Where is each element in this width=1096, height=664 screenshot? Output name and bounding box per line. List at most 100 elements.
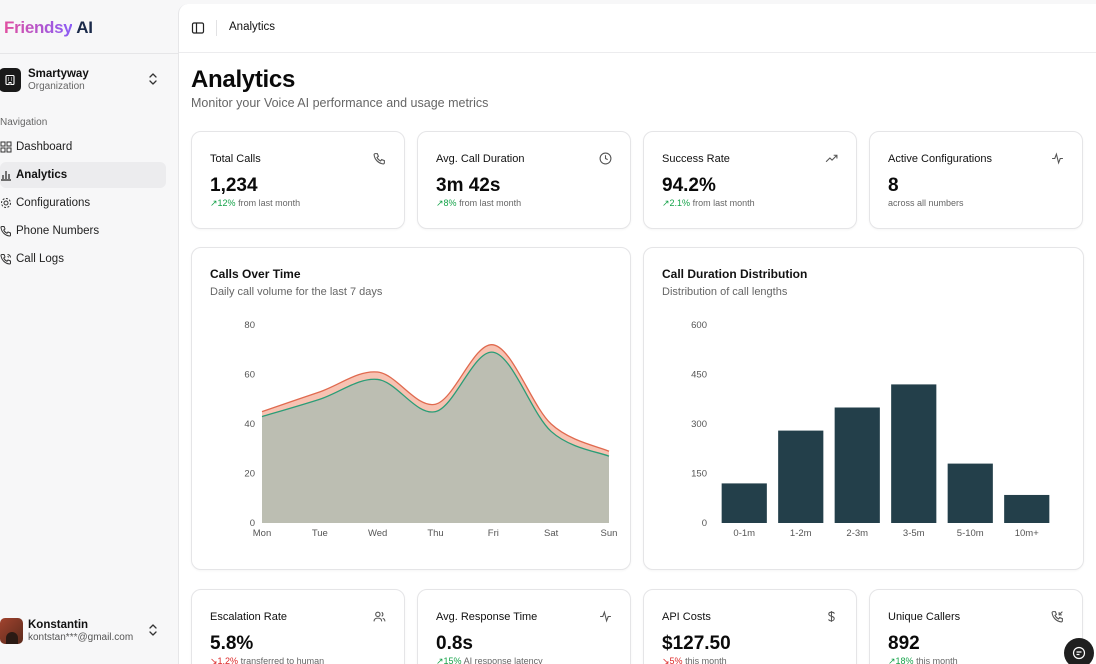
avatar [0,618,23,644]
area-series-line [261,344,610,452]
bar[interactable] [891,384,937,523]
stat-value: 892 [888,633,920,654]
sidebar-item-dashboard[interactable]: Dashboard [0,134,166,160]
sidebar-toggle-icon[interactable] [191,21,205,35]
dashboard-icon [0,141,12,153]
sidebar-item-analytics[interactable]: Analytics [0,162,166,188]
y-tick-label: 60 [244,370,255,381]
sidebar-item-label: Configurations [16,197,91,209]
bar[interactable] [834,407,880,524]
clock-icon [599,152,612,165]
x-tick-label: Thu [427,528,443,539]
stat-card-active-configurations: Active Configurations 8 across all numbe… [869,131,1083,229]
x-tick-label: Fri [488,528,499,539]
page-subtitle: Monitor your Voice AI performance and us… [191,96,489,110]
user-menu[interactable]: Konstantin kontstan***@gmail.com [0,614,168,648]
page-title: Analytics [191,66,296,93]
y-tick-label: 150 [691,469,707,480]
phone-incoming-icon [1051,611,1063,623]
x-tick-label: 2-3m [846,528,868,539]
chart-title: Call Duration Distribution [662,267,808,281]
trending-up-icon [825,154,838,163]
org-name: Smartyway [28,67,89,80]
activity-icon [1052,152,1063,165]
stat-label: Success Rate [662,153,730,165]
stat-note: across all numbers [888,198,964,208]
sidebar-divider [0,53,178,54]
stat-value: 8 [888,175,899,196]
stat-card-escalation-rate: Escalation Rate 5.8% ↘1.2% transferred t… [191,589,405,664]
app-logo[interactable]: Friendsy AI [4,18,93,38]
x-tick-label: 5-10m [957,528,984,539]
bar[interactable] [778,430,824,523]
stat-label: Unique Callers [888,611,961,623]
x-tick-label: Wed [368,528,387,539]
y-tick-label: 300 [691,419,707,430]
nav-heading: Navigation [0,117,48,128]
y-tick-label: 450 [691,370,707,381]
y-tick-label: 600 [691,320,707,331]
logo-brand: Friendsy [4,18,73,37]
stat-delta: 5% [669,656,683,664]
logo-suffix: AI [76,18,93,37]
chart-subtitle: Daily call volume for the last 7 days [210,286,383,298]
y-tick-label: 0 [250,518,255,529]
chart-card-calls-over-time: Calls Over Time Daily call volume for th… [191,247,631,570]
chevrons-up-down-icon [149,73,157,85]
topbar-separator [216,20,217,36]
help-icon [1072,646,1086,660]
stat-value: 5.8% [210,633,254,654]
sidebar-nav: Dashboard Analytics Configurations Phone… [0,134,166,274]
stat-delta: 15% [443,656,462,664]
building-icon [0,68,21,92]
x-tick-label: 10m+ [1015,528,1039,539]
stat-value: 94.2% [662,175,716,196]
area-series-fill [262,352,609,523]
sidebar-item-phone-numbers[interactable]: Phone Numbers [0,218,166,244]
x-tick-label: 3-5m [903,528,925,539]
y-tick-label: 20 [244,469,255,480]
breadcrumb[interactable]: Analytics [229,21,276,33]
phone-log-icon [0,254,11,265]
x-tick-label: Sun [601,528,618,539]
org-switcher[interactable]: Smartyway Organization [0,63,168,97]
x-tick-label: Tue [312,528,328,539]
sidebar-item-label: Call Logs [16,253,64,265]
user-name: Konstantin [28,618,89,631]
y-tick-label: 80 [244,320,255,331]
area-series-line [261,351,610,457]
bar-chart[interactable]: 0 150 300 450 600 0-1m 1-2m 2-3m 3-5m 5-10m 10m+ [644,248,1085,571]
help-fab-button[interactable] [1064,638,1094,664]
chevrons-up-down-icon [149,624,157,636]
phone-icon [0,226,11,237]
org-type: Organization [28,80,85,92]
main-content: Analytics Analytics Monitor your Voice A… [178,4,1096,664]
bar[interactable] [1004,494,1050,523]
stat-card-avg-call-duration: Avg. Call Duration 3m 42s ↗8% from last … [417,131,631,229]
stat-note: ↗18% this month [888,656,958,664]
users-icon [373,611,386,622]
sidebar-item-label: Phone Numbers [16,225,100,237]
bar[interactable] [947,463,993,523]
sidebar-item-label: Dashboard [16,141,73,153]
stat-note: ↗8% from last month [436,198,522,208]
y-tick-label: 0 [702,518,707,529]
stat-label: Avg. Response Time [436,611,538,623]
stat-note: ↘1.2% transferred to human [210,656,325,664]
stat-value: 3m 42s [436,175,501,196]
sidebar-item-configurations[interactable]: Configurations [0,190,166,216]
area-chart[interactable]: 0 20 40 60 80 Mon Tue Wed Thu Fri Sat Sun [192,248,632,571]
stat-label: Escalation Rate [210,611,288,623]
stat-note: ↗2.1% from last month [662,198,755,208]
activity-icon [600,610,611,623]
x-tick-label: Sat [544,528,559,539]
stat-card-success-rate: Success Rate 94.2% ↗2.1% from last month [643,131,857,229]
stat-label: Avg. Call Duration [436,153,525,165]
bar[interactable] [721,483,767,523]
stat-delta: 2.1% [669,198,691,208]
x-tick-label: 0-1m [733,528,755,539]
stat-card-total-calls: Total Calls 1,234 ↗12% from last month [191,131,405,229]
stat-value: 0.8s [436,633,473,654]
sidebar-item-call-logs[interactable]: Call Logs [0,246,166,272]
dollar-icon [828,611,835,622]
